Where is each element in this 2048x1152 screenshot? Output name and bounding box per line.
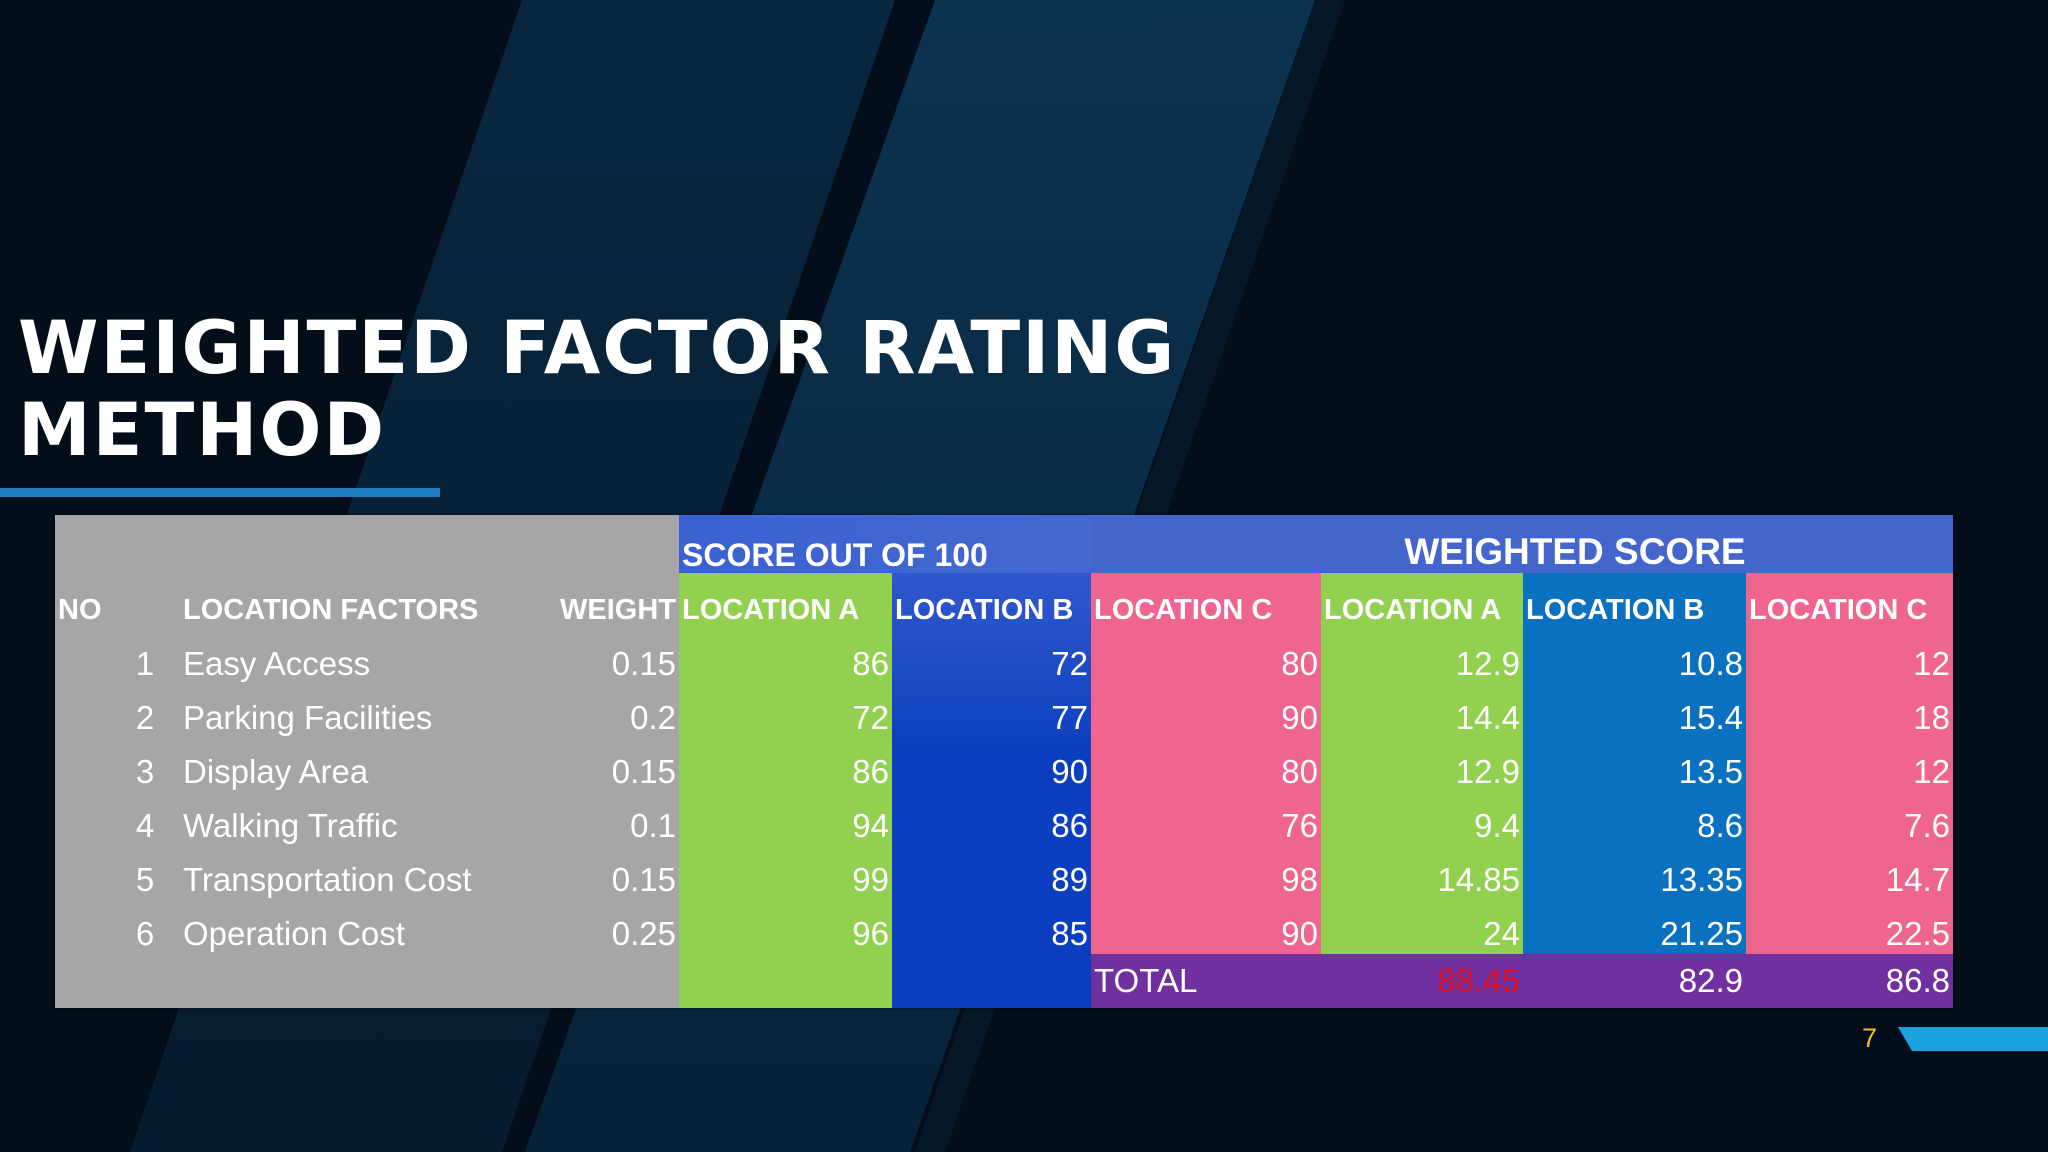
column-header-no: NO — [58, 594, 102, 626]
weighted-location-c: 12 — [1913, 753, 1950, 790]
weighted-a-column — [1321, 515, 1523, 1008]
row-number: 2 — [135, 699, 155, 736]
column-header-weighted-location-b: LOCATION B — [1526, 594, 1705, 626]
score-location-c: 90 — [1281, 915, 1318, 952]
weight-value: 0.15 — [611, 645, 676, 682]
weighted-location-b: 10.8 — [1678, 645, 1743, 682]
location-factor: Parking Facilities — [183, 699, 433, 736]
column-header-score-location-b: LOCATION B — [895, 594, 1074, 626]
slide-title-line-1: WEIGHTED FACTOR RATING — [18, 306, 1177, 391]
weighted-c-column — [1746, 515, 1953, 1008]
title-underline — [0, 488, 440, 497]
weighted-factor-table: SCORE OUT OF 100 WEIGHTED SCORE NO LOCAT… — [55, 515, 1953, 1008]
column-header-weighted-location-c: LOCATION C — [1749, 594, 1928, 626]
footer-accent-shape — [1898, 1027, 2048, 1051]
location-factor: Walking Traffic — [183, 807, 398, 844]
location-factor: Operation Cost — [183, 915, 405, 952]
score-location-a: 94 — [852, 807, 889, 844]
weight-value: 0.2 — [630, 699, 676, 736]
score-location-a: 99 — [852, 861, 889, 898]
score-location-b: 85 — [1051, 915, 1088, 952]
total-weighted-location-b: 82.9 — [1678, 962, 1743, 999]
score-location-b: 77 — [1051, 699, 1088, 736]
score-location-c: 90 — [1281, 699, 1318, 736]
slide-title-line-2: METHOD — [18, 388, 387, 473]
weighted-location-a: 9.4 — [1474, 807, 1520, 844]
total-weighted-location-c: 86.8 — [1885, 962, 1950, 999]
location-factor: Easy Access — [183, 645, 371, 682]
location-factor: Transportation Cost — [183, 861, 472, 898]
weighted-location-c: 22.5 — [1885, 915, 1950, 952]
weighted-location-b: 8.6 — [1697, 807, 1743, 844]
weighted-location-a: 14.4 — [1455, 699, 1520, 736]
weighted-group-header: WEIGHTED SCORE — [1404, 531, 1746, 572]
row-number: 3 — [135, 753, 155, 790]
row-number: 5 — [135, 861, 155, 898]
location-factor: Display Area — [183, 753, 369, 790]
weighted-location-c: 18 — [1913, 699, 1950, 736]
weighted-location-c: 12 — [1913, 645, 1950, 682]
column-header-score-location-c: LOCATION C — [1094, 594, 1273, 626]
column-header-weight: WEIGHT — [560, 594, 676, 626]
weighted-location-b: 13.5 — [1678, 753, 1743, 790]
column-header-weighted-location-a: LOCATION A — [1324, 594, 1502, 626]
row-number: 4 — [135, 807, 155, 844]
weighted-location-c: 7.6 — [1904, 807, 1950, 844]
column-header-location-factors: LOCATION FACTORS — [183, 594, 479, 626]
score-location-a: 96 — [852, 915, 889, 952]
score-a-column — [679, 515, 892, 1008]
weighted-location-a: 12.9 — [1455, 645, 1520, 682]
weighted-location-b: 21.25 — [1660, 915, 1743, 952]
score-location-b: 72 — [1051, 645, 1088, 682]
total-label: TOTAL — [1094, 962, 1198, 999]
score-group-header-band — [679, 515, 1091, 573]
weight-value: 0.25 — [611, 915, 676, 952]
weighted-location-a: 14.85 — [1437, 861, 1520, 898]
score-location-a: 86 — [852, 753, 889, 790]
score-location-a: 72 — [852, 699, 889, 736]
row-number: 1 — [135, 645, 155, 682]
weighted-location-b: 15.4 — [1678, 699, 1743, 736]
weighted-location-a: 24 — [1483, 915, 1520, 952]
total-row-band — [1091, 954, 1953, 1008]
weighted-location-c: 14.7 — [1885, 861, 1950, 898]
score-location-c: 80 — [1281, 645, 1318, 682]
score-location-a: 86 — [852, 645, 889, 682]
score-group-header: SCORE OUT OF 100 — [682, 537, 988, 573]
weight-value: 0.15 — [611, 861, 676, 898]
score-location-c: 80 — [1281, 753, 1318, 790]
score-location-b: 90 — [1051, 753, 1088, 790]
weighted-location-a: 12.9 — [1455, 753, 1520, 790]
weight-value: 0.15 — [611, 753, 676, 790]
grey-section — [55, 515, 679, 1008]
weighted-group-header-band — [1091, 515, 1953, 573]
score-b-column — [892, 515, 1091, 1008]
page-number: 7 — [1862, 1023, 1878, 1053]
weight-value: 0.1 — [630, 807, 676, 844]
score-location-b: 89 — [1051, 861, 1088, 898]
score-location-c: 98 — [1281, 861, 1318, 898]
score-location-b: 86 — [1051, 807, 1088, 844]
total-weighted-location-a: 88.45 — [1437, 962, 1520, 999]
weighted-b-column — [1523, 515, 1746, 1008]
score-c-column — [1091, 515, 1321, 1008]
column-header-score-location-a: LOCATION A — [682, 594, 860, 626]
score-location-c: 76 — [1281, 807, 1318, 844]
slide-title: WEIGHTED FACTOR RATING METHOD — [18, 308, 1176, 472]
row-number: 6 — [135, 915, 155, 952]
weighted-location-b: 13.35 — [1660, 861, 1743, 898]
